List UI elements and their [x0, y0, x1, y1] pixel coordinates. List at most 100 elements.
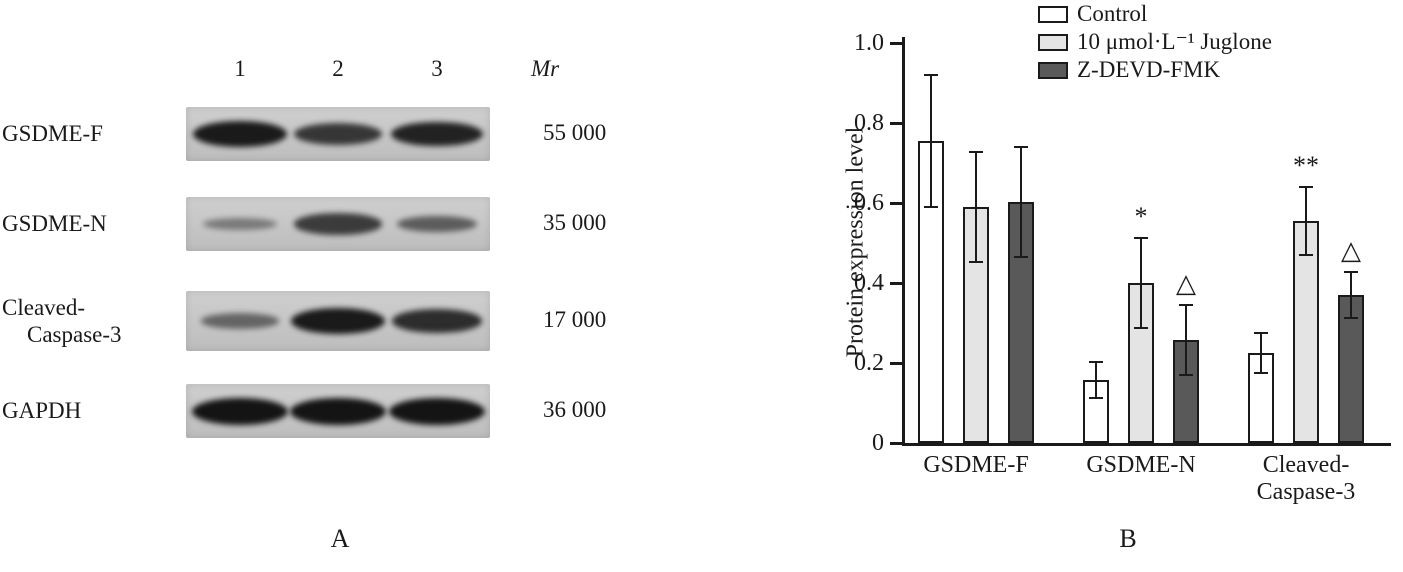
y-tick [890, 362, 902, 365]
blot-row-label-line: GAPDH [2, 398, 82, 423]
legend-label-juglone: 10 μmol·L⁻¹ Juglone [1077, 29, 1272, 54]
y-axis-line [902, 37, 905, 446]
bar [1338, 295, 1364, 443]
error-bar-cap [1254, 372, 1268, 374]
error-bar-cap [1299, 186, 1313, 188]
error-bar-cap [969, 261, 983, 264]
error-bar-cap [1299, 254, 1313, 256]
y-tick [890, 442, 902, 445]
mr-value: 17 000 [543, 307, 607, 332]
legend-item-control: Control [1038, 2, 1272, 26]
error-bar-cap [1014, 256, 1028, 259]
significance-marker: △ [1341, 236, 1361, 266]
mr-value: 36 000 [543, 397, 607, 422]
y-tick-label: 0 [872, 430, 884, 456]
error-bar-cap [1134, 326, 1148, 329]
error-bar-line [1260, 333, 1262, 373]
blot-row-label-line: Cleaved- [2, 295, 86, 320]
error-bar-cap [1014, 146, 1028, 148]
blot-band [294, 213, 382, 235]
blot-row-label-line: GSDME-N [2, 211, 107, 236]
significance-marker: ** [1293, 151, 1319, 180]
y-tick-label: 0.8 [854, 110, 884, 136]
legend-swatch-control [1038, 5, 1068, 23]
x-category-label: Cleaved- Caspase-3 [1256, 452, 1356, 505]
blot-row-label-line: GSDME-F [2, 121, 103, 146]
mr-value: 35 000 [543, 210, 607, 235]
blot-band [290, 397, 386, 425]
error-bar-cap [924, 206, 938, 208]
y-tick [890, 122, 902, 125]
error-bar-cap [1179, 303, 1193, 306]
chart-legend: Control 10 μmol·L⁻¹ Juglone Z-DEVD-FMK [1038, 2, 1272, 82]
y-tick-label: 1.0 [854, 30, 884, 56]
blot-row-label: GSDME-N [2, 210, 107, 237]
error-bar-line [975, 151, 977, 263]
bar [1293, 221, 1319, 443]
panel-b-label: B [1119, 524, 1137, 553]
lane-number: 2 [332, 56, 344, 81]
error-bar-cap [1089, 360, 1103, 363]
error-bar-cap [1089, 396, 1103, 399]
lane-number: 3 [431, 56, 443, 81]
error-bar-line [1020, 147, 1022, 258]
y-tick [890, 202, 902, 205]
error-bar-cap [1179, 374, 1193, 376]
blot-band [397, 215, 477, 233]
lane-number: 1 [234, 56, 246, 81]
significance-marker: △ [1176, 268, 1196, 298]
error-bar-line [1140, 238, 1142, 328]
blot-band [203, 217, 277, 231]
panel-a-label: A [330, 524, 350, 553]
legend-swatch-juglone [1038, 33, 1068, 51]
error-bar-line [1305, 187, 1307, 255]
blot-band [391, 309, 483, 333]
blot-strip [186, 197, 490, 251]
legend-label-control: Control [1077, 1, 1148, 26]
blot-strip [186, 291, 490, 351]
x-category-label: GSDME-N [1086, 452, 1196, 478]
blot-band [293, 123, 383, 145]
x-category-label: GSDME-F [923, 452, 1029, 478]
y-tick [890, 282, 902, 285]
error-bar-line [1095, 361, 1097, 398]
blot-strip [186, 107, 490, 161]
error-bar-cap [1344, 271, 1358, 274]
error-bar-cap [1134, 237, 1148, 240]
blot-band [390, 121, 484, 147]
blot-band [290, 307, 386, 335]
mr-value: 55 000 [543, 120, 607, 145]
blot-band [192, 397, 288, 425]
error-bar-line [1350, 272, 1352, 318]
error-bar-line [930, 75, 932, 207]
legend-swatch-zdevd [1038, 61, 1068, 79]
legend-label-zdevd: Z-DEVD-FMK [1077, 57, 1221, 82]
error-bar-cap [969, 150, 983, 153]
error-bar-cap [1254, 332, 1268, 334]
legend-item-juglone: 10 μmol·L⁻¹ Juglone [1038, 30, 1272, 54]
significance-marker: * [1134, 202, 1148, 232]
blot-strip [186, 384, 490, 438]
legend-item-zdevd: Z-DEVD-FMK [1038, 58, 1272, 82]
y-tick-label: 0.4 [854, 270, 884, 296]
blot-band [192, 120, 288, 148]
blot-row-label: Cleaved- Caspase-3 [2, 294, 122, 348]
y-tick-label: 0.6 [854, 190, 884, 216]
y-tick-label: 0.2 [854, 350, 884, 376]
x-axis-line [902, 443, 1391, 446]
error-bar-cap [924, 74, 938, 76]
error-bar-cap [1344, 316, 1358, 319]
error-bar-line [1185, 304, 1187, 375]
mr-header: Mr [531, 56, 560, 81]
blot-band [389, 397, 485, 425]
blot-band [201, 313, 279, 329]
blot-row-label: GAPDH [2, 397, 81, 424]
y-tick [890, 42, 902, 45]
blot-row-label: GSDME-F [2, 120, 103, 147]
blot-row-label-line: Caspase-3 [27, 322, 122, 347]
